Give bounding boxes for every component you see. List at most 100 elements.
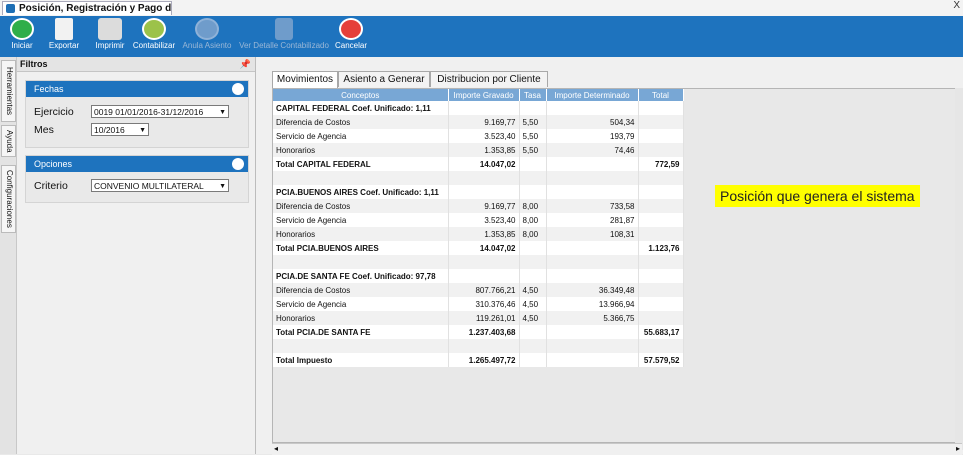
- table-row[interactable]: Servicio de Agencia 3.523,40 5,50 193,79: [273, 129, 684, 143]
- table-row[interactable]: Diferencia de Costos 9.169,77 8,00 733,58: [273, 199, 684, 213]
- total-cell: 772,59: [638, 157, 684, 171]
- table-row[interactable]: [273, 255, 684, 269]
- concepto-cell: Servicio de Agencia: [273, 213, 449, 227]
- table-row[interactable]: [273, 339, 684, 353]
- column-header-importe-gravado[interactable]: Importe Gravado: [448, 89, 520, 101]
- pin-icon[interactable]: 📌: [239, 59, 251, 69]
- document-tab[interactable]: Posición, Registración y Pago de I...: [2, 1, 172, 15]
- tab-asiento-a-generar[interactable]: Asiento a Generar: [338, 71, 430, 87]
- table-row[interactable]: PCIA.DE SANTA FE Coef. Unificado: 97,78: [273, 269, 684, 283]
- table-row[interactable]: CAPITAL FEDERAL Coef. Unificado: 1,11: [273, 101, 684, 115]
- importe-determinado-cell: [546, 339, 639, 353]
- criterio-select[interactable]: CONVENIO MULTILATERAL ▼: [91, 179, 229, 192]
- total-cell: [638, 283, 684, 297]
- tab-movimientos[interactable]: Movimientos: [272, 71, 338, 88]
- concepto-cell: Total Impuesto: [273, 353, 449, 367]
- mes-select[interactable]: 10/2016 ▼: [91, 123, 149, 136]
- callout-note: Posición que genera el sistema: [715, 185, 920, 207]
- table-row[interactable]: Total Impuesto 1.265.497,72 57.579,52: [273, 353, 684, 367]
- tab-ayuda[interactable]: Ayuda: [1, 125, 16, 157]
- column-header-importe-determinado[interactable]: Importe Determinado: [546, 89, 639, 101]
- table-row[interactable]: Honorarios 1.353,85 5,50 74,46: [273, 143, 684, 157]
- scroll-right-icon[interactable]: ▸: [955, 444, 960, 453]
- total-cell: [638, 143, 684, 157]
- contabilizar-icon: [142, 18, 166, 40]
- table-row[interactable]: Total CAPITAL FEDERAL 14.047,02 772,59: [273, 157, 684, 171]
- table-row[interactable]: Total PCIA.DE SANTA FE 1.237.403,68 55.683…: [273, 325, 684, 339]
- close-icon[interactable]: X: [953, 0, 960, 11]
- total-cell: 1.123,76: [638, 241, 684, 255]
- table-row[interactable]: Diferencia de Costos 9.169,77 5,50 504,34: [273, 115, 684, 129]
- total-cell: [638, 199, 684, 213]
- importe-gravado-cell: 1.353,85: [448, 143, 520, 157]
- importe-determinado-cell: 281,87: [546, 213, 639, 227]
- export-icon: [55, 18, 73, 40]
- column-header-total[interactable]: Total: [638, 89, 684, 101]
- total-cell: [638, 115, 684, 129]
- column-header-tasa[interactable]: Tasa: [519, 89, 547, 101]
- total-cell: [638, 339, 684, 353]
- total-cell: 57.579,52: [638, 353, 684, 367]
- opciones-header[interactable]: Opciones: [26, 156, 248, 172]
- table-row[interactable]: Total PCIA.BUENOS AIRES 14.047,02 1.123,76: [273, 241, 684, 255]
- imprimir-button[interactable]: Imprimir: [92, 18, 128, 50]
- concepto-cell: CAPITAL FEDERAL Coef. Unificado: 1,11: [273, 101, 449, 115]
- contabilizar-button[interactable]: Contabilizar: [131, 18, 177, 50]
- contabilizar-label: Contabilizar: [132, 41, 176, 50]
- tasa-cell: [519, 101, 547, 115]
- ejercicio-select[interactable]: 0019 01/01/2016-31/12/2016 ▼: [91, 105, 229, 118]
- table-row[interactable]: Servicio de Agencia 310.376,46 4,50 13.966,…: [273, 297, 684, 311]
- concepto-cell: [273, 255, 449, 269]
- ver-detalle-button[interactable]: Ver Detalle Contabilizado: [236, 18, 332, 50]
- importe-gravado-cell: 14.047,02: [448, 157, 520, 171]
- movimientos-content: Conceptos Importe Gravado Tasa Importe D…: [272, 88, 962, 443]
- cancel-icon: [339, 18, 363, 40]
- total-cell: [638, 255, 684, 269]
- mes-value: 10/2016: [94, 125, 125, 135]
- concepto-cell: PCIA.DE SANTA FE Coef. Unificado: 97,78: [273, 269, 449, 283]
- table-row[interactable]: PCIA.BUENOS AIRES Coef. Unificado: 1,11: [273, 185, 684, 199]
- table-row[interactable]: [273, 171, 684, 185]
- tasa-cell: [519, 185, 547, 199]
- importe-determinado-cell: 108,31: [546, 227, 639, 241]
- concepto-cell: Diferencia de Costos: [273, 115, 449, 129]
- importe-determinado-cell: [546, 157, 639, 171]
- table-body: CAPITAL FEDERAL Coef. Unificado: 1,11 Dif…: [273, 101, 684, 367]
- importe-determinado-cell: 74,46: [546, 143, 639, 157]
- chevron-down-icon: ▼: [219, 183, 226, 190]
- vertical-scrollbar[interactable]: [955, 88, 963, 450]
- table-row[interactable]: Honorarios 119.261,01 4,50 5.366,75: [273, 311, 684, 325]
- anula-asiento-label: Anula Asiento: [182, 41, 232, 50]
- exportar-button[interactable]: Exportar: [44, 18, 84, 50]
- collapse-icon[interactable]: [232, 83, 244, 95]
- play-icon: [10, 18, 34, 40]
- filters-panel: Filtros 📌 Fechas Ejercicio 0019 01/01/20…: [17, 57, 256, 454]
- collapse-icon[interactable]: [232, 158, 244, 170]
- criterio-value: CONVENIO MULTILATERAL: [94, 181, 204, 191]
- tasa-cell: [519, 255, 547, 269]
- tab-distribucion-por-cliente[interactable]: Distribucion por Cliente: [430, 71, 548, 87]
- table-row[interactable]: Diferencia de Costos 807.766,21 4,50 36.349…: [273, 283, 684, 297]
- fechas-header[interactable]: Fechas: [26, 81, 248, 97]
- fechas-panel: Fechas Ejercicio 0019 01/01/2016-31/12/2…: [25, 80, 249, 148]
- horizontal-scrollbar[interactable]: ◂ ▸: [272, 443, 962, 455]
- importe-gravado-cell: [448, 171, 520, 185]
- tab-configuraciones[interactable]: Configuraciones: [1, 165, 16, 233]
- column-header-conceptos[interactable]: Conceptos: [273, 89, 449, 101]
- tab-herramientas[interactable]: Herramientas: [1, 60, 16, 122]
- cancelar-button[interactable]: Cancelar: [334, 18, 368, 50]
- table-row[interactable]: Servicio de Agencia 3.523,40 8,00 281,87: [273, 213, 684, 227]
- anula-asiento-button[interactable]: Anula Asiento: [181, 18, 233, 50]
- table-row[interactable]: Honorarios 1.353,85 8,00 108,31: [273, 227, 684, 241]
- importe-gravado-cell: [448, 339, 520, 353]
- window-titlebar: Posición, Registración y Pago de I... X: [0, 0, 963, 17]
- importe-determinado-cell: 504,34: [546, 115, 639, 129]
- scroll-left-icon[interactable]: ◂: [274, 444, 279, 453]
- iniciar-button[interactable]: Iniciar: [6, 18, 38, 50]
- concepto-cell: Servicio de Agencia: [273, 297, 449, 311]
- importe-gravado-cell: 9.169,77: [448, 199, 520, 213]
- total-cell: [638, 101, 684, 115]
- mes-label: Mes: [34, 124, 54, 136]
- concepto-cell: Diferencia de Costos: [273, 283, 449, 297]
- exportar-label: Exportar: [48, 41, 80, 50]
